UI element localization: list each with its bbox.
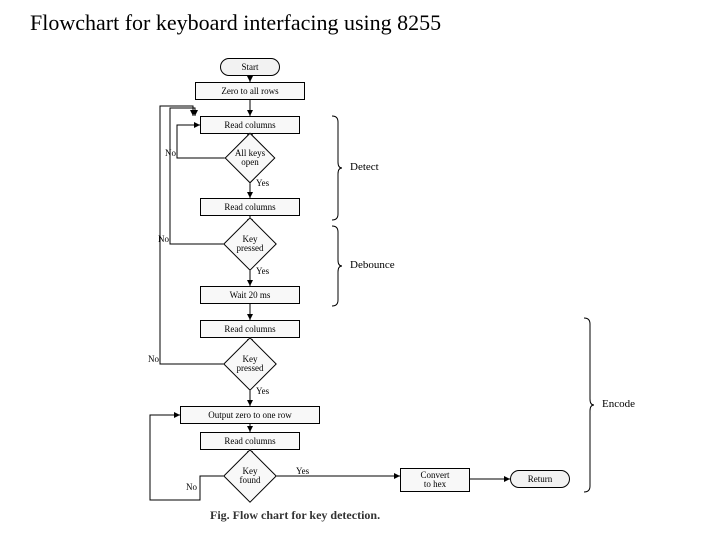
node-zero: Zero to all rows [195, 82, 305, 100]
edge-label: No [186, 482, 197, 492]
page-title: Flowchart for keyboard interfacing using… [30, 10, 441, 36]
node-allopen: All keysopen [225, 133, 276, 184]
brace-label: Debounce [350, 259, 395, 271]
brace-label: Detect [350, 161, 379, 173]
node-read4: Read columns [200, 432, 300, 450]
node-read1: Read columns [200, 116, 300, 134]
edge-label: Yes [256, 178, 269, 188]
node-start: Start [220, 58, 280, 76]
node-read3: Read columns [200, 320, 300, 338]
edge-label: Yes [256, 386, 269, 396]
edge-label: Yes [296, 466, 309, 476]
node-read2: Read columns [200, 198, 300, 216]
node-conv: Convertto hex [400, 468, 470, 492]
node-wait: Wait 20 ms [200, 286, 300, 304]
node-outrow: Output zero to one row [180, 406, 320, 424]
edge-label: Yes [256, 266, 269, 276]
node-press2: Keypressed [223, 337, 277, 391]
edge-label: No [165, 148, 176, 158]
brace-label: Encode [602, 398, 635, 410]
node-return: Return [510, 470, 570, 488]
figure-caption: Fig. Flow chart for key detection. [210, 508, 380, 523]
edge-label: No [148, 354, 159, 364]
node-press1: Keypressed [223, 217, 277, 271]
node-found: Keyfound [223, 449, 277, 503]
edge-label: No [158, 234, 169, 244]
